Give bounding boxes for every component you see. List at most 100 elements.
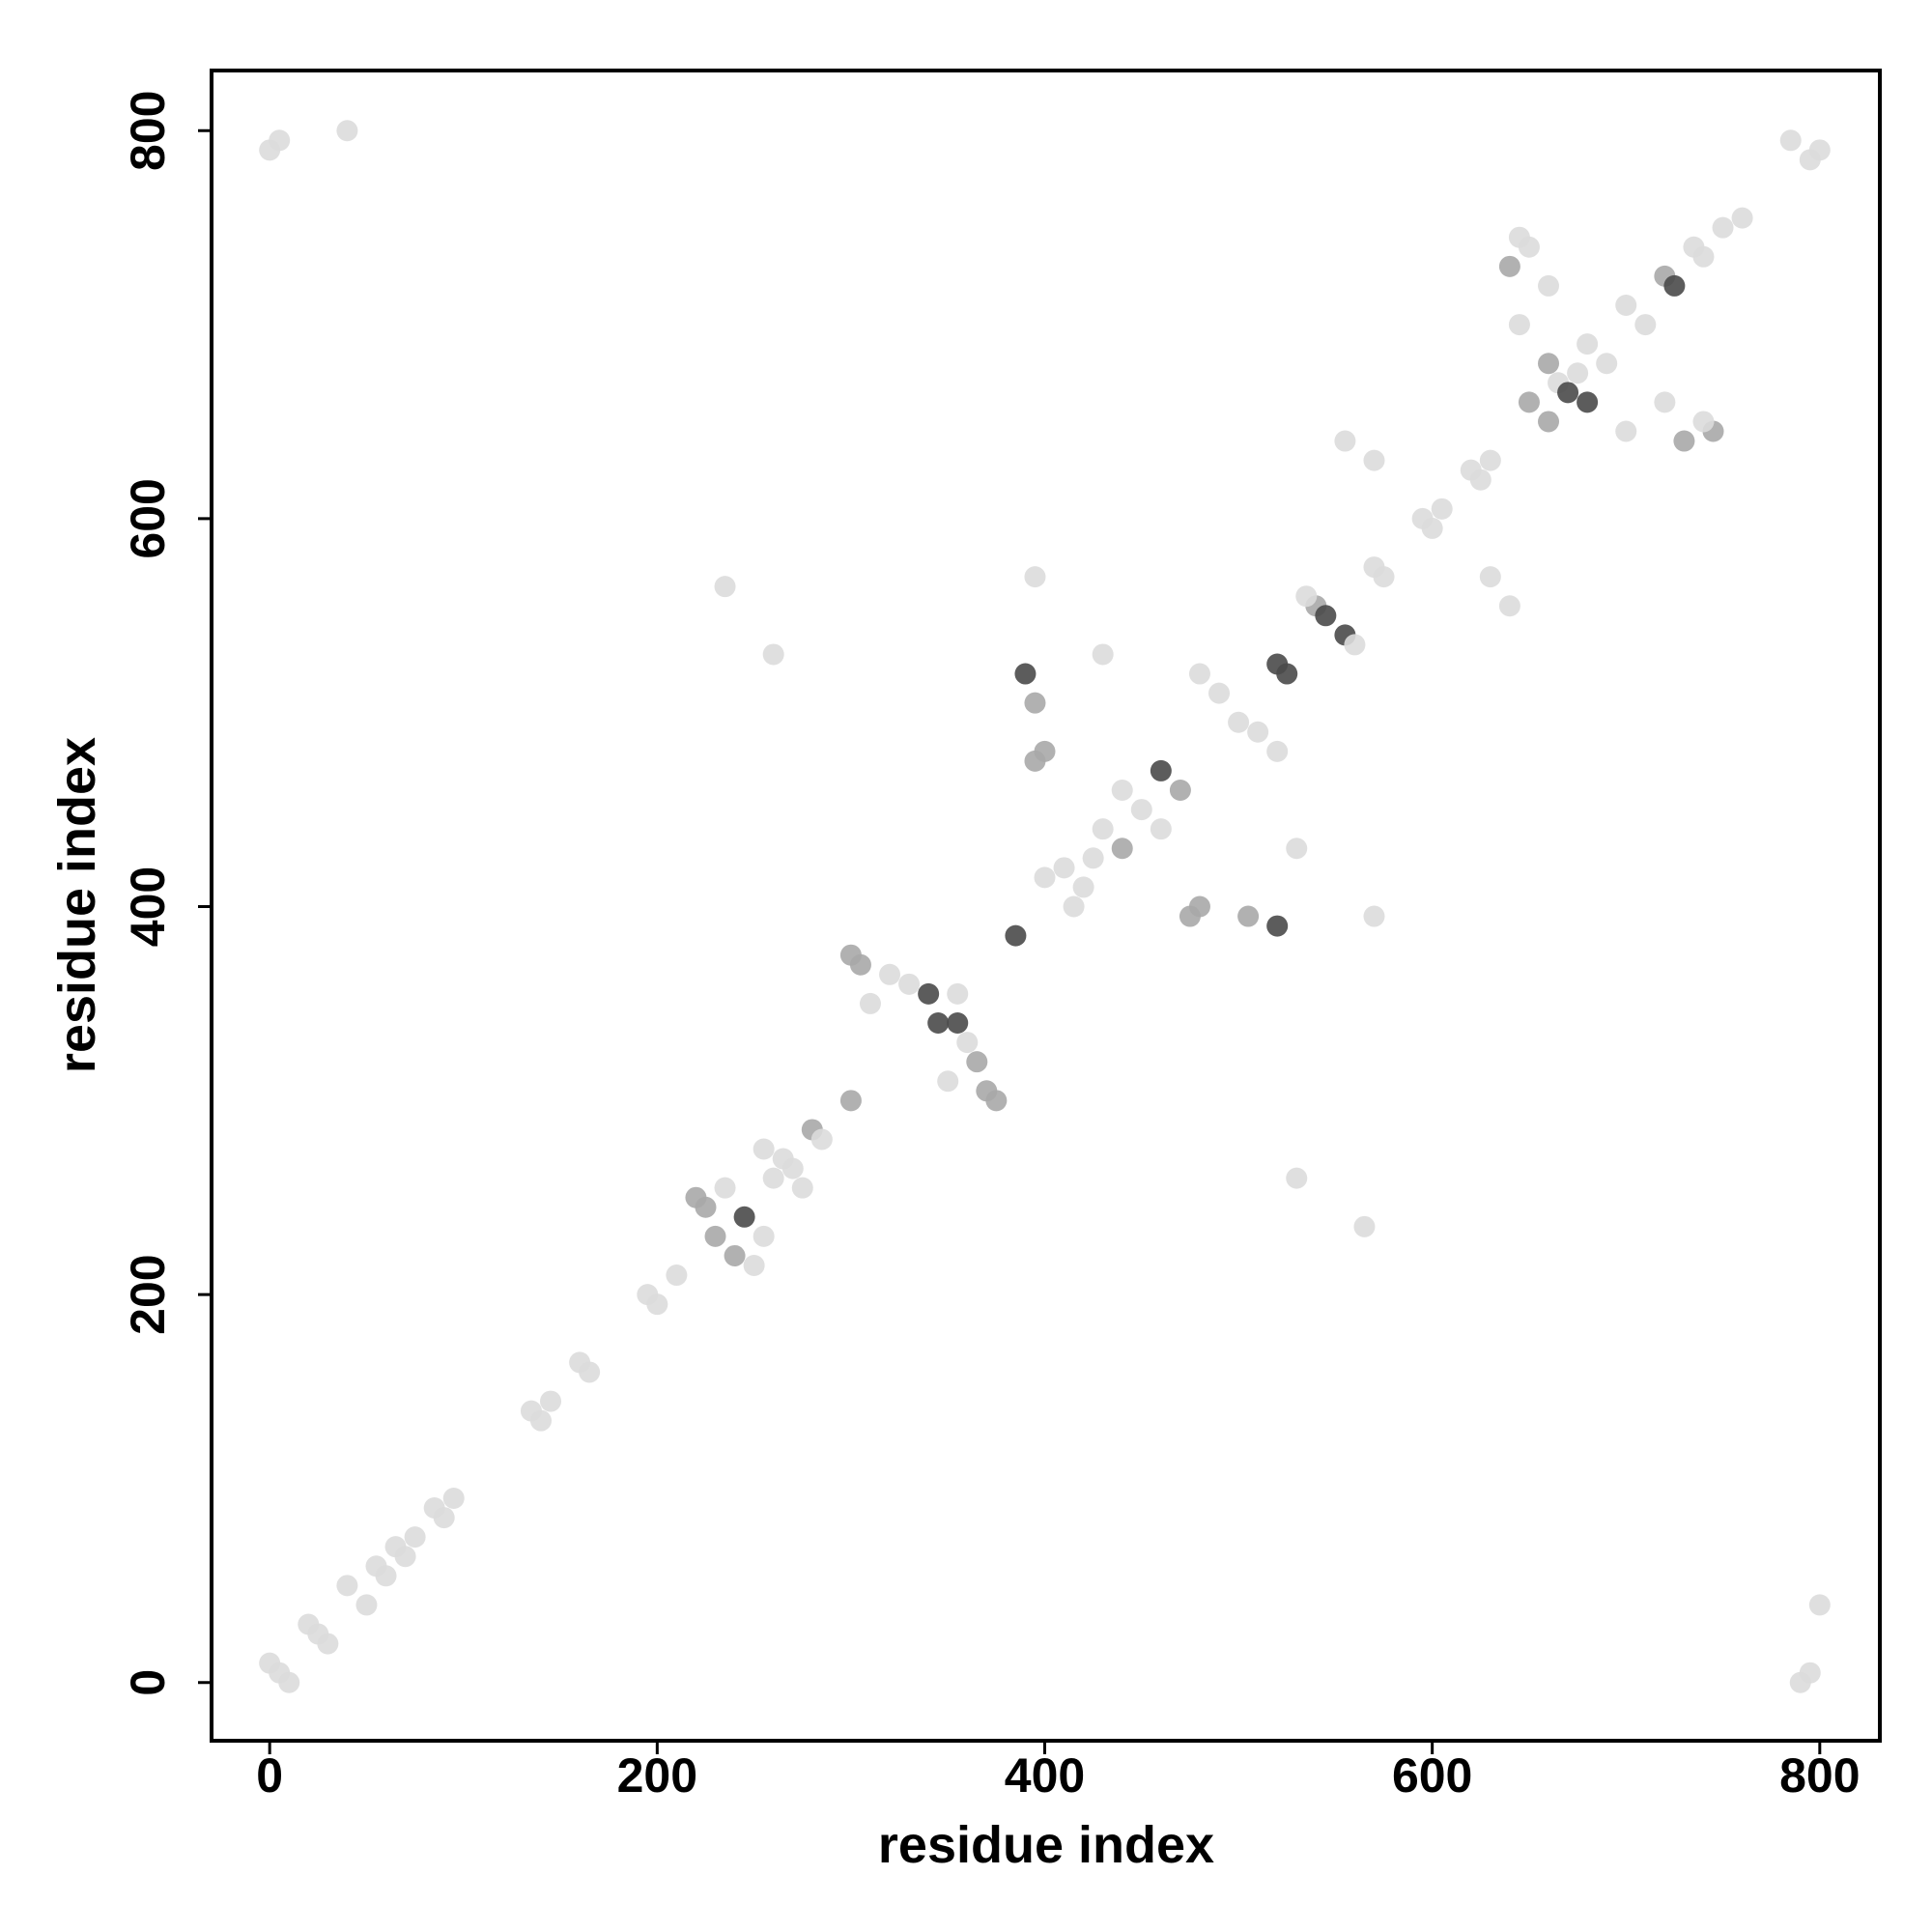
point [1266,740,1289,762]
point [1228,711,1250,733]
point [947,982,969,1005]
point [810,1128,833,1151]
point [898,973,921,995]
point [1663,274,1686,297]
point [394,1546,416,1568]
point [1673,430,1695,452]
y-tick-label: 800 [121,91,175,171]
point [1654,391,1676,413]
point [1286,838,1308,860]
x-tick-label: 600 [1392,1748,1472,1803]
point [839,944,862,966]
point [1111,838,1133,860]
point [404,1526,426,1548]
point [1005,924,1027,947]
point [1363,449,1385,471]
y-tick-label: 200 [121,1254,175,1334]
x-tick-label: 0 [256,1748,283,1803]
point [714,1177,736,1199]
point [879,963,901,985]
point [918,982,940,1005]
point [1024,566,1046,588]
point [1808,1594,1831,1616]
x-tick-label: 200 [617,1748,697,1803]
point [1634,314,1657,336]
point [1498,595,1520,617]
point [1373,566,1395,588]
point [985,1090,1008,1112]
point [1508,314,1530,336]
point [1111,780,1133,802]
point [791,1177,813,1199]
point [540,1390,562,1412]
point [336,1575,358,1597]
point [442,1487,465,1509]
point [1421,517,1443,539]
point [1479,449,1501,471]
point [1712,216,1734,239]
point [1779,129,1802,152]
point [1247,721,1269,743]
point [1208,682,1231,704]
y-tick-label: 600 [121,478,175,558]
y-axis-title: residue index [48,737,106,1073]
point [1808,139,1831,161]
y-tick-label: 400 [121,867,175,947]
point [269,129,291,152]
point [1092,818,1114,840]
point [1518,391,1540,413]
point [1479,566,1501,588]
point [762,1167,784,1189]
point [1024,750,1046,772]
point [278,1671,300,1693]
point [1518,236,1540,258]
point [753,1138,775,1160]
point [1799,1662,1821,1684]
point [1082,847,1104,869]
point [1577,333,1599,355]
x-tick-label: 800 [1779,1748,1860,1803]
point [1188,663,1210,685]
point [714,576,736,598]
point [1538,353,1560,375]
point [1731,207,1753,229]
point [704,1225,726,1247]
point [1130,799,1152,821]
point [355,1594,378,1616]
point [1014,663,1037,685]
point [1150,818,1172,840]
point [966,1051,988,1073]
point [1295,585,1318,608]
point [743,1255,765,1277]
point [1353,1215,1376,1237]
point [1615,294,1637,316]
point [1431,497,1453,520]
point [433,1507,455,1529]
point [1053,857,1075,879]
point [579,1361,601,1383]
point [1596,353,1618,375]
point [336,120,358,142]
point [666,1264,688,1287]
point [529,1409,552,1432]
point [859,992,881,1014]
point [1334,430,1356,452]
point [753,1225,775,1247]
point [646,1293,668,1316]
point [1063,895,1085,918]
point [724,1244,746,1266]
point [1615,420,1637,442]
plot-frame [210,69,1882,1743]
point [1538,274,1560,297]
point [1315,605,1337,627]
point [947,1011,969,1034]
point [1072,876,1094,898]
point [1567,362,1589,384]
point [937,1070,959,1093]
point [1092,643,1114,666]
x-tick-label: 400 [1005,1748,1085,1803]
point [1179,905,1201,927]
point [1150,759,1172,781]
point [839,1090,862,1112]
